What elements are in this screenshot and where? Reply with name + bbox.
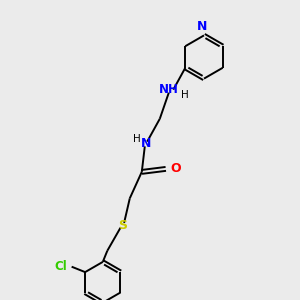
Text: N: N	[197, 20, 208, 33]
Text: NH: NH	[159, 83, 179, 96]
Text: S: S	[118, 219, 127, 232]
Text: N: N	[141, 137, 152, 150]
Text: O: O	[170, 162, 181, 176]
Text: H: H	[133, 134, 140, 144]
Text: Cl: Cl	[54, 260, 67, 273]
Text: H: H	[182, 90, 189, 100]
